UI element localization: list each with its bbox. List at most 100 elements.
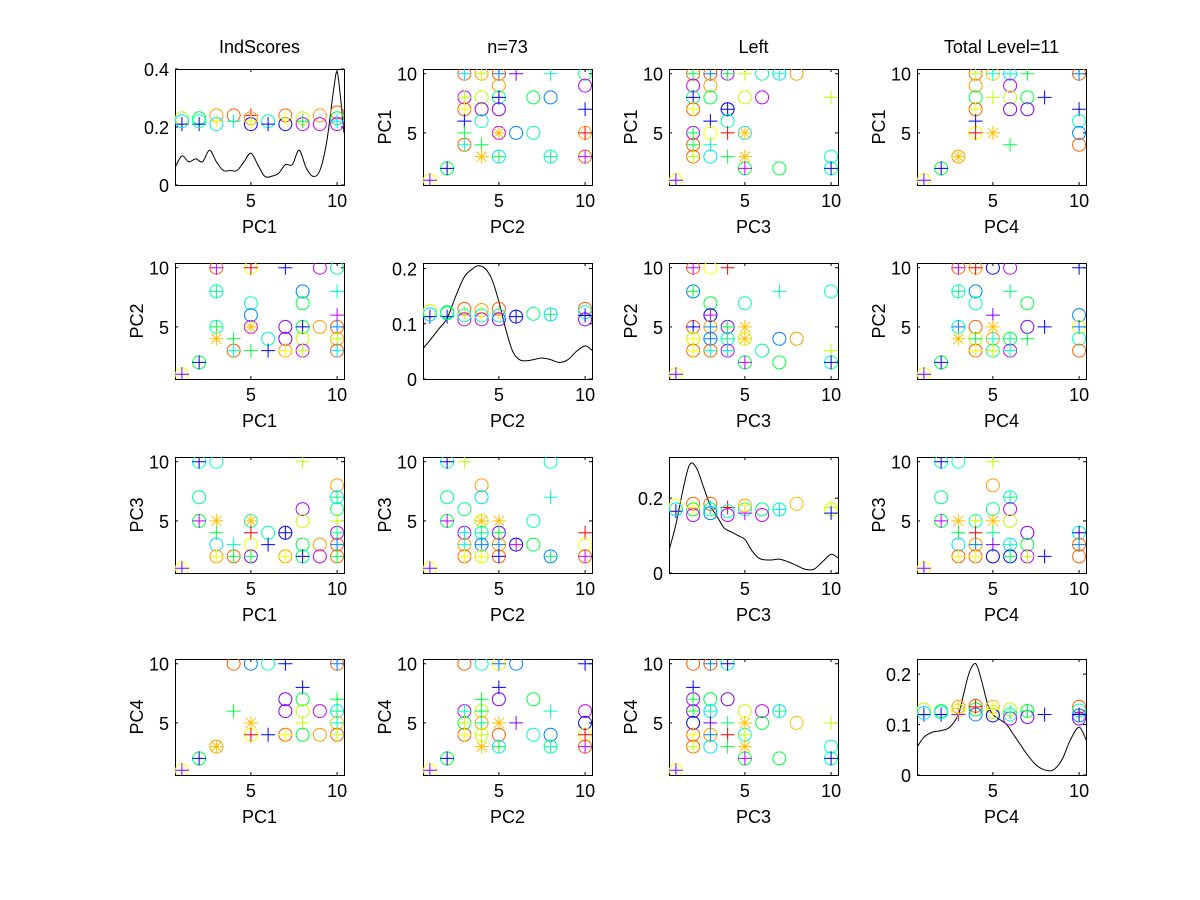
- plus-marker: [423, 561, 437, 573]
- plus-marker: [295, 319, 310, 334]
- circle-marker: [209, 457, 224, 469]
- plus-marker: [175, 763, 189, 775]
- plus-marker: [686, 500, 701, 515]
- plus-marker: [278, 111, 293, 126]
- plus-marker: [440, 161, 455, 176]
- density-curve: [423, 265, 592, 363]
- circle-marker: [457, 312, 472, 327]
- plus-marker: [737, 69, 752, 81]
- star-marker: [474, 513, 489, 528]
- plus-marker: [951, 549, 966, 564]
- plus-marker: [703, 69, 718, 81]
- circle-marker: [772, 751, 787, 766]
- plus-marker: [209, 549, 224, 564]
- circle-marker: [474, 312, 489, 327]
- circle-marker: [278, 704, 293, 719]
- y-tick-label: 10: [891, 259, 911, 279]
- x-axis-label: PC4: [984, 807, 1019, 827]
- circle-marker: [755, 715, 770, 730]
- circle-marker: [295, 513, 310, 528]
- plus-marker: [330, 727, 344, 742]
- circle-marker: [457, 308, 472, 323]
- plus-marker: [968, 513, 983, 528]
- plus-marker: [209, 263, 224, 275]
- circle-marker: [423, 307, 437, 322]
- plus-marker: [720, 125, 735, 140]
- circle-marker: [985, 549, 1000, 564]
- circle-marker: [491, 308, 506, 323]
- y-tick-label: 0.4: [144, 60, 169, 80]
- circle-marker: [526, 513, 541, 528]
- plus-marker: [578, 739, 592, 754]
- x-axis-label: PC3: [736, 807, 771, 827]
- plus-marker: [720, 263, 735, 275]
- circle-marker: [440, 306, 455, 321]
- circle-marker: [1020, 90, 1035, 105]
- circle-marker: [1003, 102, 1018, 117]
- y-axis-label: PC2: [127, 303, 147, 338]
- plus-marker: [474, 692, 489, 707]
- plus-marker: [985, 537, 1000, 552]
- plus-marker: [720, 102, 735, 117]
- star-marker: [474, 739, 489, 754]
- plus-marker: [330, 537, 344, 552]
- plus-marker: [985, 90, 1000, 105]
- circle-marker: [789, 715, 804, 730]
- circle-marker: [1020, 525, 1035, 540]
- plus-marker: [686, 704, 701, 719]
- subplot-title: Left: [738, 37, 768, 57]
- circle-marker: [720, 508, 735, 522]
- circle-marker: [1072, 137, 1086, 152]
- plus-marker: [1072, 319, 1086, 334]
- plus-marker: [491, 680, 506, 695]
- plus-marker: [261, 343, 276, 358]
- plus-marker: [509, 69, 524, 81]
- plus-marker: [491, 69, 506, 81]
- plot-area: [917, 263, 1086, 379]
- circle-marker: [968, 296, 983, 311]
- star-marker: [985, 125, 1000, 140]
- circle-marker: [1020, 296, 1035, 311]
- circle-marker: [755, 502, 770, 517]
- circle-marker: [789, 69, 804, 81]
- plot-area: [175, 263, 344, 379]
- plus-marker: [686, 69, 701, 81]
- circle-marker: [295, 284, 310, 299]
- plus-marker: [1003, 537, 1018, 552]
- x-tick-label: 10: [1069, 191, 1089, 211]
- plus-marker: [457, 727, 472, 742]
- plus-marker: [457, 102, 472, 117]
- y-tick-label: 0: [407, 370, 417, 390]
- plot-area: [669, 263, 838, 379]
- plus-marker: [772, 502, 787, 517]
- plus-marker: [175, 367, 189, 379]
- y-tick-label: 10: [643, 259, 663, 279]
- x-axis-label: PC3: [736, 217, 771, 237]
- subplot-title: n=73: [487, 37, 528, 57]
- plus-marker: [243, 525, 258, 540]
- axes-frame: [423, 263, 593, 380]
- plus-marker: [934, 161, 949, 176]
- x-axis-label: PC3: [736, 411, 771, 431]
- x-axis-label: PC2: [490, 605, 525, 625]
- x-tick-label: 10: [1069, 385, 1089, 405]
- circle-marker: [985, 263, 1000, 275]
- plus-marker: [192, 117, 207, 132]
- y-tick-label: 0.1: [392, 315, 417, 335]
- plus-marker: [226, 537, 241, 552]
- circle-marker: [772, 331, 787, 346]
- plus-marker: [985, 343, 1000, 358]
- x-axis-label: PC3: [736, 605, 771, 625]
- star-marker: [951, 331, 966, 346]
- star-marker: [491, 125, 506, 140]
- circle-marker: [474, 102, 489, 117]
- circle-marker: [278, 319, 293, 334]
- circle-marker: [1072, 114, 1086, 129]
- star-marker: [737, 319, 752, 334]
- plus-marker: [951, 701, 966, 716]
- plot-area: [175, 71, 344, 178]
- plot-area: [669, 462, 838, 571]
- plus-marker: [1072, 102, 1086, 117]
- subplot-r2-c3: 5 10 5 10 PC3 PC2: [621, 259, 841, 431]
- plus-marker: [1020, 703, 1035, 718]
